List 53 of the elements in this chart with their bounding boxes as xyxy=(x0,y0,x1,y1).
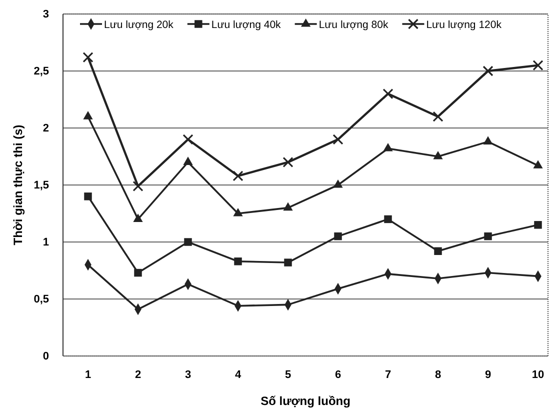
x-tick-label: 3 xyxy=(184,368,192,381)
point xyxy=(283,202,293,211)
point xyxy=(284,258,292,266)
point xyxy=(383,142,393,152)
y-tick-label: 0,5 xyxy=(34,294,49,306)
y-tick-label: 1 xyxy=(42,236,49,249)
y-tick-label: 2 xyxy=(42,122,49,135)
x-axis-title: Số lượng luồng xyxy=(260,394,350,408)
legend-label: Lưu lượng 20k xyxy=(104,19,174,31)
y-axis-title: Thời gian thực thi (s) xyxy=(11,124,25,246)
point xyxy=(533,160,543,168)
point xyxy=(333,179,343,188)
point xyxy=(132,180,144,192)
legend-label: Lưu lượng 80k xyxy=(318,19,389,31)
x-tick-label: 5 xyxy=(284,368,292,381)
y-tick-label: 2,5 xyxy=(34,66,49,78)
point xyxy=(432,111,444,122)
point xyxy=(384,215,392,224)
y-tick-label: 1,5 xyxy=(34,180,49,192)
point xyxy=(84,192,92,200)
point xyxy=(232,170,244,182)
point xyxy=(482,66,494,76)
y-tick-label: 3 xyxy=(42,8,49,21)
x-tick-label: 9 xyxy=(484,368,492,381)
point xyxy=(182,134,194,145)
point xyxy=(534,221,542,229)
point xyxy=(282,156,294,168)
point xyxy=(234,258,242,266)
legend-label: Lưu lượng 120k xyxy=(426,19,502,31)
x-tick-label: 8 xyxy=(434,368,442,381)
point xyxy=(183,156,193,165)
point xyxy=(532,60,544,71)
point xyxy=(483,136,493,144)
x-tick-label: 6 xyxy=(334,368,342,381)
legend-label: Lưu lượng 40k xyxy=(211,19,282,31)
point xyxy=(133,214,143,222)
point xyxy=(334,232,342,240)
point xyxy=(332,134,344,145)
y-tick-label: 0 xyxy=(42,350,49,363)
point xyxy=(184,238,192,246)
x-tick-label: 1 xyxy=(84,368,92,381)
point xyxy=(83,111,93,120)
point xyxy=(434,247,442,255)
point xyxy=(433,150,443,160)
x-tick-label: 10 xyxy=(532,368,544,381)
x-tick-label: 7 xyxy=(384,368,392,381)
point xyxy=(484,232,492,240)
point xyxy=(82,52,94,63)
point xyxy=(382,88,394,100)
point xyxy=(134,268,142,277)
x-tick-label: 2 xyxy=(134,368,142,381)
x-tick-label: 4 xyxy=(234,368,242,381)
point xyxy=(233,208,243,216)
